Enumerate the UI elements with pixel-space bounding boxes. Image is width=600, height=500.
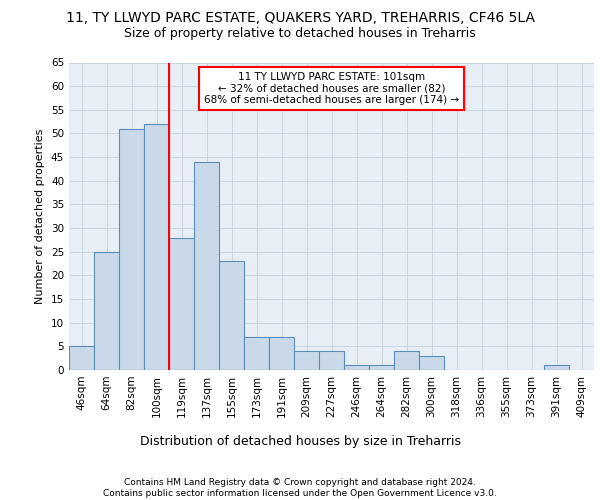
Bar — [244, 337, 269, 370]
Bar — [219, 261, 244, 370]
Bar — [294, 351, 319, 370]
Bar — [69, 346, 94, 370]
Bar — [344, 366, 369, 370]
Bar — [94, 252, 119, 370]
Text: Contains HM Land Registry data © Crown copyright and database right 2024.
Contai: Contains HM Land Registry data © Crown c… — [103, 478, 497, 498]
Bar — [544, 366, 569, 370]
Bar — [169, 238, 194, 370]
Text: Distribution of detached houses by size in Treharris: Distribution of detached houses by size … — [139, 435, 461, 448]
Text: 11, TY LLWYD PARC ESTATE, QUAKERS YARD, TREHARRIS, CF46 5LA: 11, TY LLWYD PARC ESTATE, QUAKERS YARD, … — [65, 11, 535, 25]
Bar — [369, 366, 394, 370]
Text: Size of property relative to detached houses in Treharris: Size of property relative to detached ho… — [124, 28, 476, 40]
Text: 11 TY LLWYD PARC ESTATE: 101sqm
← 32% of detached houses are smaller (82)
68% of: 11 TY LLWYD PARC ESTATE: 101sqm ← 32% of… — [204, 72, 459, 105]
Bar — [119, 128, 144, 370]
Bar — [269, 337, 294, 370]
Bar — [419, 356, 444, 370]
Bar — [394, 351, 419, 370]
Bar — [194, 162, 219, 370]
Y-axis label: Number of detached properties: Number of detached properties — [35, 128, 46, 304]
Bar — [319, 351, 344, 370]
Bar — [144, 124, 169, 370]
